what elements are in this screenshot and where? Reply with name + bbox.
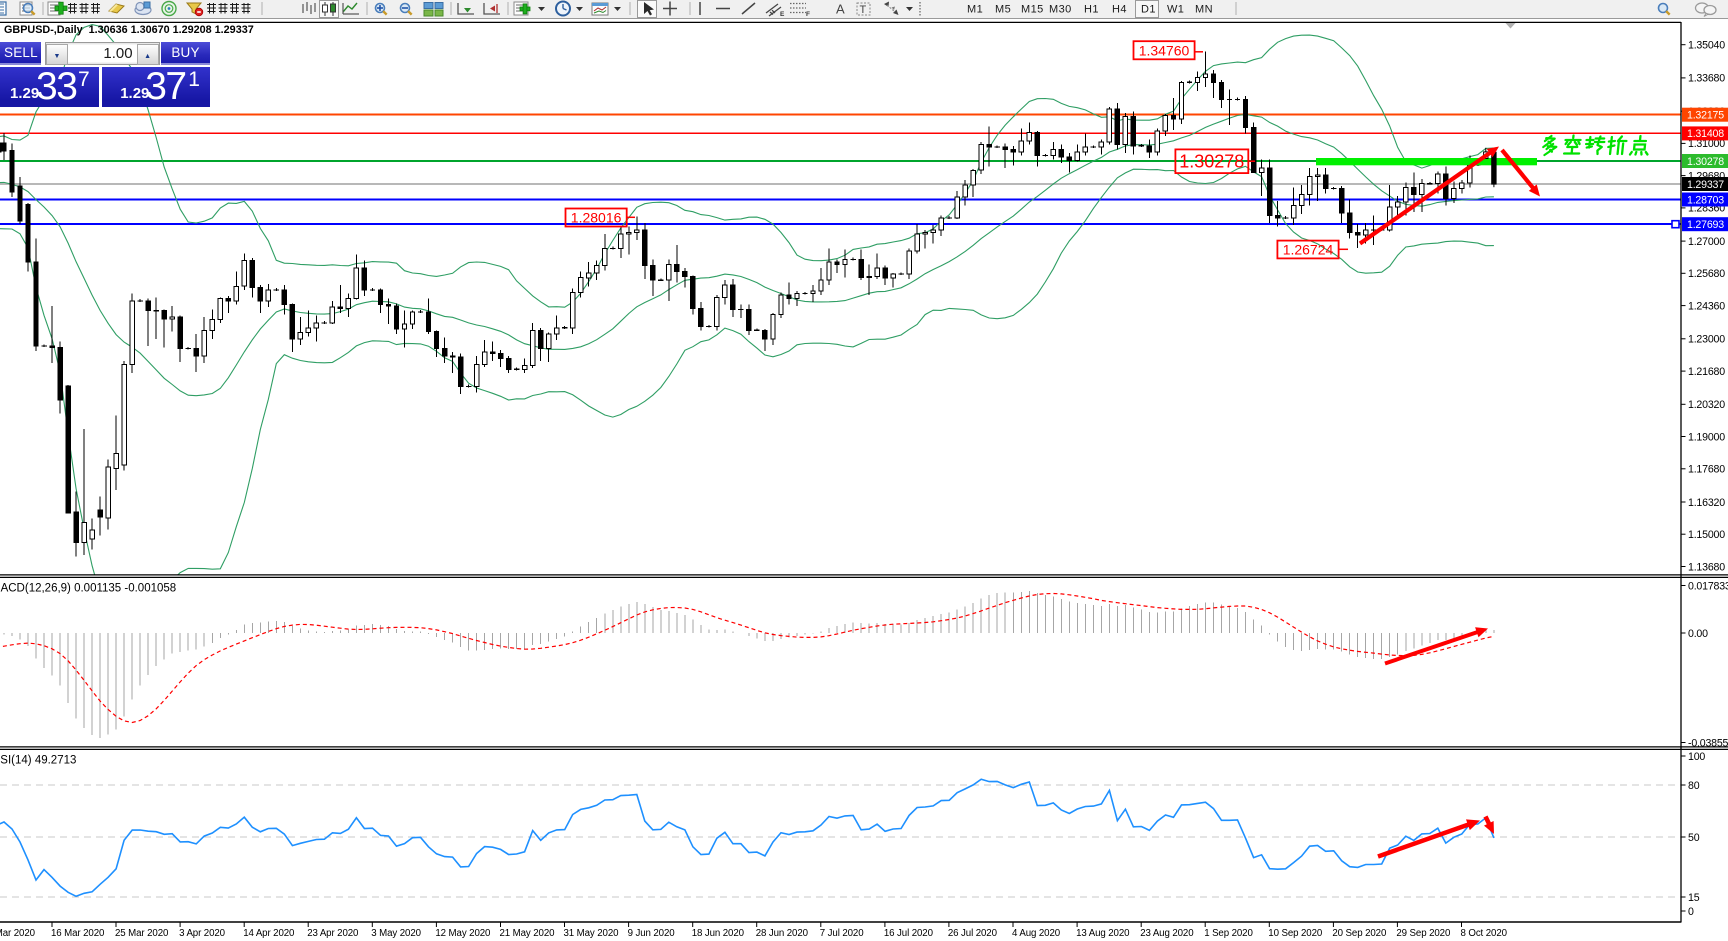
svg-text:1.16320: 1.16320: [1688, 497, 1725, 509]
svg-text:1.28703: 1.28703: [1687, 194, 1724, 206]
svg-text:1.17680: 1.17680: [1688, 464, 1725, 476]
svg-text:H1: H1: [1084, 4, 1099, 16]
svg-text:0.00: 0.00: [1688, 628, 1708, 640]
svg-text:28 Jun 2020: 28 Jun 2020: [756, 928, 809, 939]
svg-text:RSI(14) 49.2713: RSI(14) 49.2713: [0, 755, 76, 767]
svg-text:25 Mar 2020: 25 Mar 2020: [115, 928, 169, 939]
svg-text:1.23000: 1.23000: [1688, 334, 1725, 346]
svg-text:1.27000: 1.27000: [1688, 236, 1725, 248]
svg-text:M15: M15: [1021, 4, 1044, 16]
svg-text:23 Apr 2020: 23 Apr 2020: [307, 928, 359, 939]
svg-text:1.35040: 1.35040: [1688, 40, 1725, 52]
svg-text:12 May 2020: 12 May 2020: [435, 928, 491, 939]
svg-text:16 Jul 2020: 16 Jul 2020: [884, 928, 934, 939]
svg-text:16 Mar 2020: 16 Mar 2020: [51, 928, 105, 939]
svg-text:0: 0: [1688, 906, 1694, 918]
svg-text:10 Sep 2020: 10 Sep 2020: [1268, 928, 1323, 939]
svg-text:3 Apr 2020: 3 Apr 2020: [179, 928, 226, 939]
svg-text:100: 100: [1688, 751, 1705, 763]
svg-text:W1: W1: [1167, 4, 1184, 16]
svg-text:F: F: [806, 11, 810, 18]
svg-text:20 Sep 2020: 20 Sep 2020: [1332, 928, 1387, 939]
svg-text:1.29337: 1.29337: [1687, 179, 1724, 191]
svg-text:13 Aug 2020: 13 Aug 2020: [1076, 928, 1130, 939]
svg-text:1.25680: 1.25680: [1688, 268, 1725, 280]
svg-text:MN: MN: [1195, 4, 1213, 16]
svg-text:21 May 2020: 21 May 2020: [500, 928, 556, 939]
svg-text:1.28016: 1.28016: [571, 210, 622, 226]
svg-text:15: 15: [1688, 892, 1700, 904]
svg-text:1.30278: 1.30278: [1179, 152, 1244, 172]
svg-text:M1: M1: [967, 4, 983, 16]
svg-text:1.26724: 1.26724: [1283, 242, 1334, 258]
svg-text:3 May 2020: 3 May 2020: [371, 928, 421, 939]
svg-text:23 Aug 2020: 23 Aug 2020: [1140, 928, 1194, 939]
svg-text:M30: M30: [1049, 4, 1072, 16]
svg-text:1.20320: 1.20320: [1688, 399, 1725, 411]
svg-text:1.24360: 1.24360: [1688, 300, 1725, 312]
svg-text:1.32175: 1.32175: [1687, 110, 1724, 122]
svg-text:0.017833: 0.017833: [1688, 580, 1728, 592]
svg-text:A: A: [836, 2, 845, 17]
svg-text:1.19000: 1.19000: [1688, 431, 1725, 443]
svg-text:1 Sep 2020: 1 Sep 2020: [1204, 928, 1253, 939]
svg-text:7 Jul 2020: 7 Jul 2020: [820, 928, 864, 939]
svg-text:14 Apr 2020: 14 Apr 2020: [243, 928, 295, 939]
svg-text:1.31000: 1.31000: [1688, 138, 1725, 150]
svg-text:1.34760: 1.34760: [1139, 42, 1190, 58]
svg-text:29 Sep 2020: 29 Sep 2020: [1396, 928, 1451, 939]
svg-text:4 Aug 2020: 4 Aug 2020: [1012, 928, 1061, 939]
svg-text:MACD(12,26,9) 0.001135 -0.0010: MACD(12,26,9) 0.001135 -0.001058: [0, 583, 176, 595]
svg-text:1.13680: 1.13680: [1688, 561, 1725, 573]
svg-text:1.15000: 1.15000: [1688, 529, 1725, 541]
svg-text:1.30278: 1.30278: [1687, 156, 1724, 168]
svg-text:80: 80: [1688, 780, 1700, 792]
svg-text:1.27693: 1.27693: [1687, 219, 1724, 231]
svg-text:26 Jul 2020: 26 Jul 2020: [948, 928, 998, 939]
svg-text:8 Oct 2020: 8 Oct 2020: [1461, 928, 1508, 939]
svg-text:50: 50: [1688, 832, 1700, 844]
svg-text:1.31408: 1.31408: [1687, 128, 1724, 140]
svg-text:T: T: [860, 4, 867, 16]
svg-text:9 Jun 2020: 9 Jun 2020: [628, 928, 676, 939]
svg-text:M5: M5: [995, 4, 1011, 16]
svg-text:H4: H4: [1112, 4, 1127, 16]
svg-text:31 May 2020: 31 May 2020: [564, 928, 620, 939]
svg-text:E: E: [780, 11, 785, 18]
svg-text:1.33680: 1.33680: [1688, 73, 1725, 85]
svg-text:1.21680: 1.21680: [1688, 366, 1725, 378]
svg-text:5 Mar 2020: 5 Mar 2020: [0, 928, 36, 939]
svg-text:18 Jun 2020: 18 Jun 2020: [692, 928, 745, 939]
svg-text:-0.038559: -0.038559: [1688, 737, 1728, 749]
svg-text:D1: D1: [1141, 4, 1156, 16]
